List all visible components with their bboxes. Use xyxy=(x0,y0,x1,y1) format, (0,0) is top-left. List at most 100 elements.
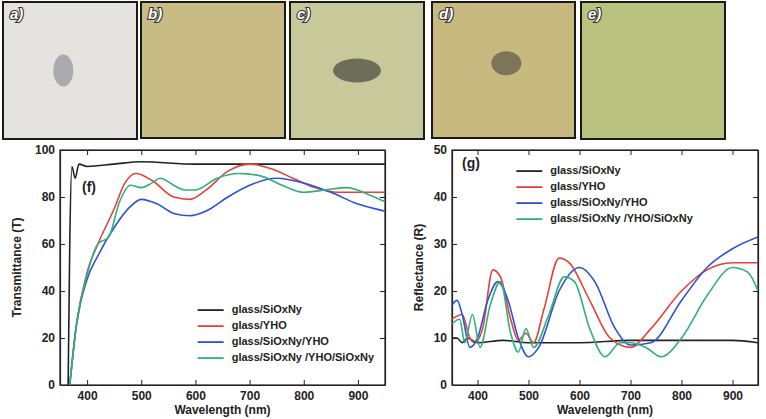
photo-frame xyxy=(432,2,575,138)
tick-mark xyxy=(452,150,457,151)
tick-mark xyxy=(60,338,65,339)
tick-mark xyxy=(60,385,65,386)
tick-mark xyxy=(358,380,359,385)
tick: 900 xyxy=(348,380,368,403)
legend-swatch xyxy=(198,309,224,311)
tick xyxy=(380,338,385,339)
y-axis-right xyxy=(753,151,759,386)
tick-mark xyxy=(380,291,385,292)
figure: a)b)c)d)e)400500600700800900020406080100… xyxy=(0,0,766,419)
tick-mark xyxy=(250,150,251,155)
photo-frame xyxy=(3,2,137,139)
tick xyxy=(250,150,251,155)
tick xyxy=(141,150,142,155)
series-lines xyxy=(68,162,385,385)
legend-item: glass/SiOxNy xyxy=(516,164,621,176)
tick-mark xyxy=(682,150,683,155)
tick: 0 xyxy=(48,378,65,392)
tick-label: 20 xyxy=(434,284,448,298)
tick xyxy=(753,197,758,198)
legend-label: glass/SiOxNy/YHO xyxy=(550,196,648,208)
photo-spot xyxy=(53,55,73,87)
legend-item: glass/SiOxNy xyxy=(198,303,303,315)
series-line xyxy=(70,174,385,386)
legend-item: glass/SiOxNy/YHO xyxy=(516,196,648,208)
axis-line xyxy=(453,150,759,151)
y-axis: 0 10 20 30 40 50 xyxy=(434,143,457,392)
tick-label: 40 xyxy=(42,284,56,298)
tick: 20 xyxy=(42,331,65,345)
tick-label: 30 xyxy=(434,237,448,251)
tick-label: 10 xyxy=(434,331,448,345)
series-line xyxy=(452,268,758,357)
tick: 700 xyxy=(621,380,641,403)
tick-mark xyxy=(380,197,385,198)
legend-label: glass/SiOxNy /YHO/SiOxNy xyxy=(232,351,375,363)
tick xyxy=(529,150,530,155)
series-line xyxy=(452,237,758,357)
legend-swatch xyxy=(516,186,542,188)
photo: a) xyxy=(3,2,137,139)
photo-spot xyxy=(333,59,381,83)
legend-item: glass/SiOxNy /YHO/SiOxNy xyxy=(516,212,693,224)
tick-mark xyxy=(580,380,581,385)
tick-mark xyxy=(380,244,385,245)
legend-item: glass/SiOxNy/YHO xyxy=(198,335,330,347)
tick-mark xyxy=(304,150,305,155)
tick-mark xyxy=(682,380,683,385)
chart: 40050060070080090001020304050Wavelength … xyxy=(412,143,758,417)
plot-frame xyxy=(452,150,758,385)
tick-label: 700 xyxy=(240,389,260,403)
tick xyxy=(304,150,305,155)
tick-label: 0 xyxy=(440,378,447,392)
tick: 50 xyxy=(434,143,457,157)
photo: b) xyxy=(141,2,285,138)
legend-item: glass/YHO xyxy=(516,180,605,192)
tick-mark xyxy=(195,380,196,385)
panel-label: (f) xyxy=(82,179,96,195)
tick-mark xyxy=(304,380,305,385)
tick xyxy=(380,244,385,245)
tick: 500 xyxy=(519,380,539,403)
tick: 30 xyxy=(434,237,457,251)
legend-label: glass/SiOxNy /YHO/SiOxNy xyxy=(550,212,693,224)
tick: 900 xyxy=(723,380,743,403)
legend-swatch xyxy=(198,357,224,359)
tick-mark xyxy=(478,380,479,385)
axis-line xyxy=(60,151,61,386)
tick-mark xyxy=(529,380,530,385)
tick xyxy=(753,338,758,339)
tick xyxy=(753,244,758,245)
tick xyxy=(358,150,359,155)
tick-mark xyxy=(753,197,758,198)
y-axis-right xyxy=(380,151,386,386)
legend-swatch xyxy=(198,341,224,343)
legend: glass/SiOxNyglass/YHOglass/SiOxNy/YHOgla… xyxy=(198,303,375,363)
tick: 40 xyxy=(434,190,457,204)
y-axis-title: Reflectance (R) xyxy=(412,224,426,311)
tick: 0 xyxy=(440,378,457,392)
tick-label: 900 xyxy=(723,389,743,403)
tick-label: 900 xyxy=(348,389,368,403)
photo-label: e) xyxy=(588,5,601,22)
series-lines xyxy=(452,237,758,357)
tick: 40 xyxy=(42,284,65,298)
photo-frame xyxy=(581,2,725,139)
tick xyxy=(631,150,632,155)
tick: 400 xyxy=(468,380,488,403)
tick-mark xyxy=(250,380,251,385)
tick-label: 500 xyxy=(519,389,539,403)
tick-label: 800 xyxy=(294,389,314,403)
tick: 600 xyxy=(186,380,206,403)
tick-mark xyxy=(452,244,457,245)
legend-label: glass/SiOxNy/YHO xyxy=(232,335,330,347)
axis-line xyxy=(385,151,386,386)
legend: glass/SiOxNy glass/YHO glass/SiOxNy/YHO gla… xyxy=(516,164,693,224)
legend-label: glass/YHO xyxy=(550,180,605,192)
tick-mark xyxy=(141,150,142,155)
legend-swatch xyxy=(516,218,542,220)
tick-mark xyxy=(580,150,581,155)
tick: 800 xyxy=(672,380,692,403)
photo-label: a) xyxy=(10,5,23,22)
tick-mark xyxy=(141,380,142,385)
